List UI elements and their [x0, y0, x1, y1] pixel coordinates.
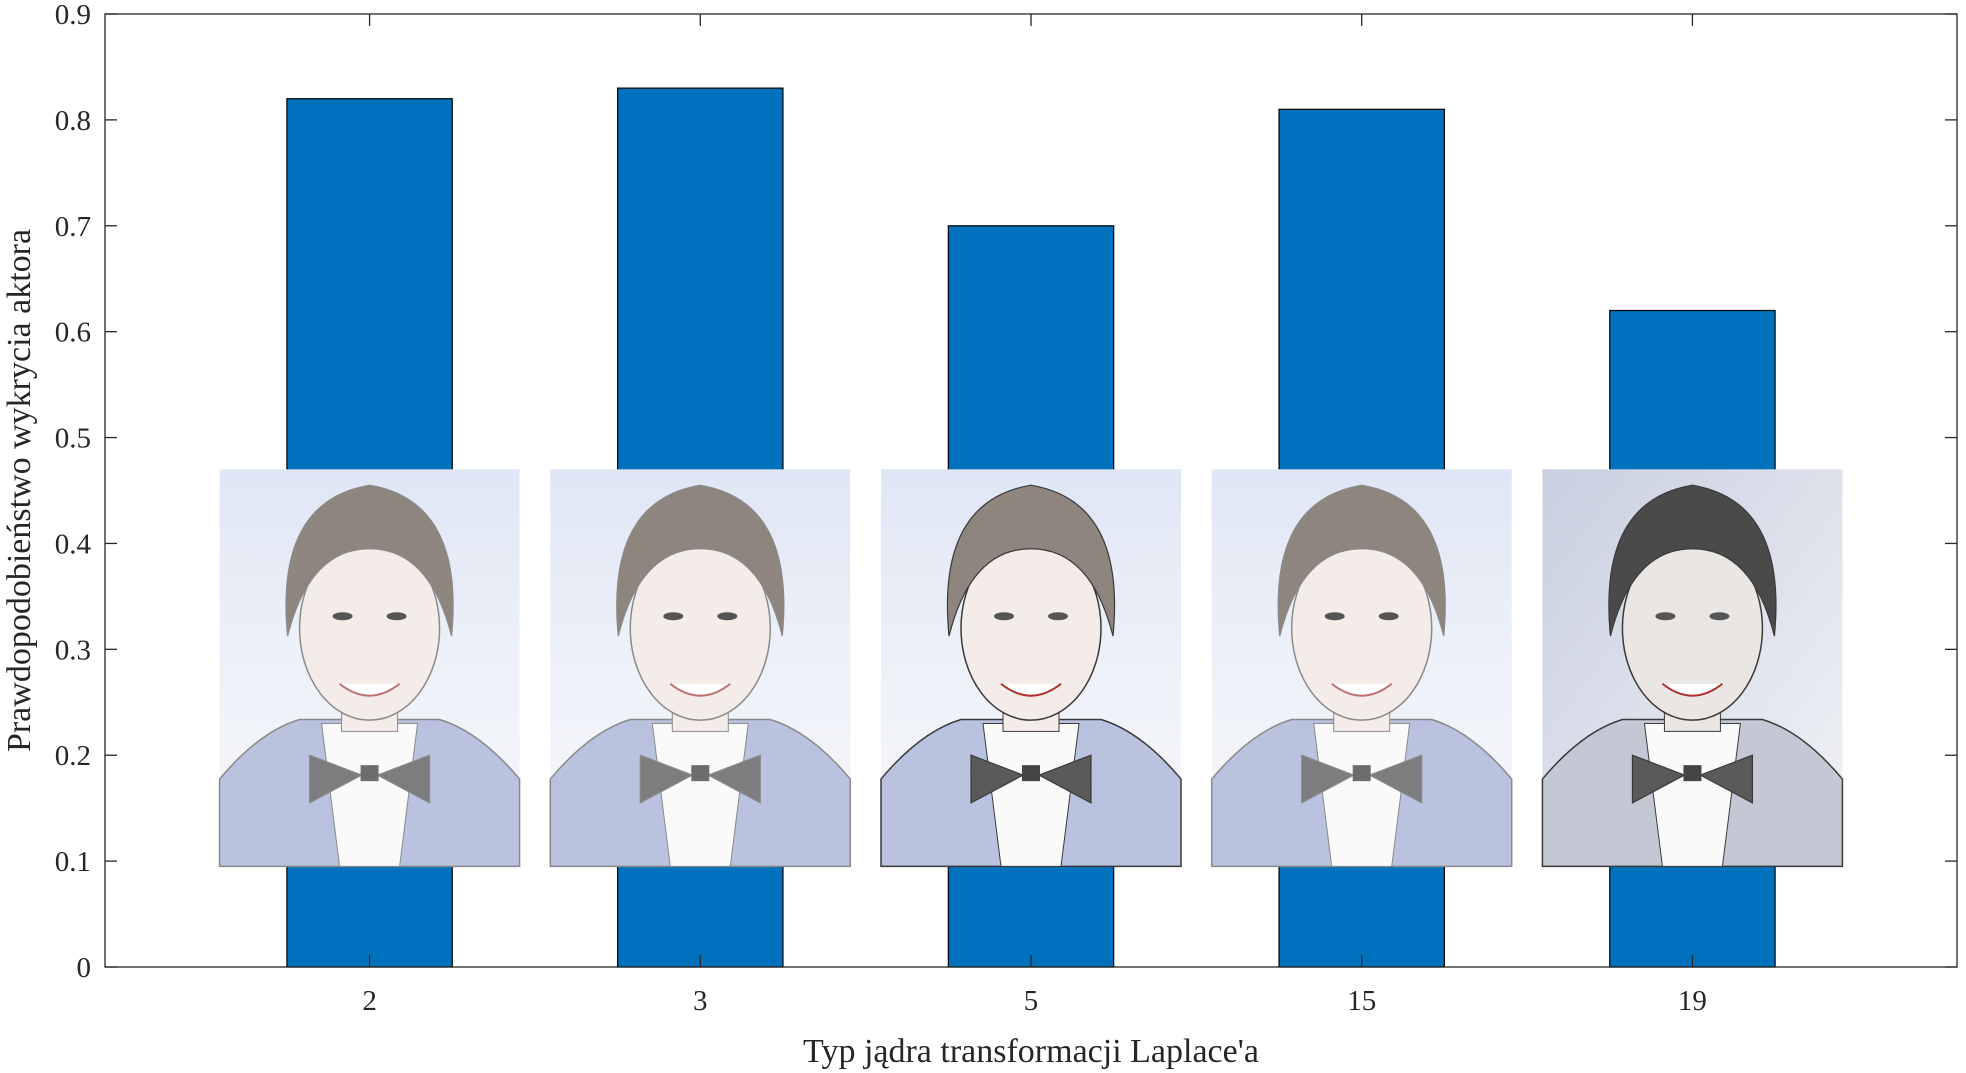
portrait-kernel-2-smile: [338, 682, 401, 697]
portrait-kernel-2-right-eye: [386, 612, 407, 621]
portrait-images-layer: [218, 469, 1844, 868]
portrait-kernel-2-left-eye: [332, 612, 353, 621]
portrait-kernel-5-right-eye: [1048, 612, 1068, 621]
portrait-kernel-5-hair: [946, 484, 1116, 637]
portrait-kernel-3-smile: [669, 682, 731, 697]
portrait-kernel-15-right-eye: [1378, 612, 1399, 621]
y-tick-label: 0.4: [55, 528, 92, 560]
x-tick-label: 5: [1024, 985, 1039, 1017]
portrait-kernel-15-bow-tie: [1301, 754, 1423, 804]
portrait-kernel-3-hair: [616, 484, 785, 637]
portrait-kernel-5-left-eye: [994, 612, 1014, 621]
portrait-kernel-5-bow-tie: [970, 754, 1092, 804]
portrait-kernel-19-bow-tie: [1631, 754, 1754, 804]
portrait-kernel-19-bow-tie-knot: [1683, 765, 1702, 782]
y-axis-label: Prawdopodobieństwo wykrycia aktora: [1, 229, 38, 752]
portrait-kernel-2-bow-tie: [308, 754, 431, 804]
y-tick-label: 0.9: [55, 0, 91, 31]
portrait-kernel-15-hair: [1277, 484, 1446, 637]
portrait-kernel-15: [1210, 469, 1513, 868]
portrait-kernel-3-left-eye: [663, 612, 684, 621]
portrait-kernel-3-bow-tie: [639, 754, 761, 804]
portrait-kernel-19-smile: [1661, 682, 1724, 697]
portrait-kernel-19: [1541, 469, 1844, 868]
y-tick-label: 0.8: [55, 105, 91, 137]
x-axis-label: Typ jądra transformacji Laplace'a: [803, 1033, 1259, 1070]
portrait-kernel-15-bow-tie-knot: [1352, 765, 1371, 782]
portrait-kernel-5-smile: [1000, 682, 1062, 697]
x-tick-label: 3: [693, 985, 708, 1017]
portrait-kernel-15-left-eye: [1324, 612, 1345, 621]
portrait-kernel-5-bow-tie-knot: [1022, 765, 1040, 782]
y-tick-label: 0.2: [55, 740, 91, 772]
y-tick-label: 0.7: [55, 211, 91, 243]
portrait-kernel-19-hair: [1608, 484, 1777, 637]
portrait-kernel-3-right-eye: [717, 612, 738, 621]
y-tick-label: 0: [77, 952, 92, 984]
portrait-kernel-2: [218, 469, 521, 868]
y-tick-label: 0.3: [55, 634, 91, 666]
portrait-kernel-2-bow-tie-knot: [360, 765, 379, 782]
axes: 0 0.1 0.2 0.3 0.4 0.5 0.6 0.7 0.8 0.9 2 3 5 15 19: [55, 0, 1958, 1017]
portrait-kernel-15-smile: [1331, 682, 1393, 697]
portrait-kernel-5: [880, 469, 1182, 868]
y-tick-label: 0.5: [55, 423, 91, 455]
axis-labels: Typ jądra transformacji Laplace'a Prawdop…: [1, 229, 1259, 1070]
portrait-kernel-19-right-eye: [1709, 612, 1730, 621]
x-tick-label: 19: [1678, 985, 1707, 1017]
portrait-kernel-19-left-eye: [1655, 612, 1676, 621]
y-tick-label: 0.6: [55, 317, 91, 349]
x-tick-label: 15: [1347, 985, 1376, 1017]
portrait-kernel-3: [549, 469, 852, 868]
portrait-kernel-2-hair: [285, 484, 454, 637]
portrait-kernel-3-bow-tie-knot: [691, 765, 710, 782]
y-tick-label: 0.1: [55, 846, 91, 878]
x-tick-label: 2: [362, 985, 377, 1017]
